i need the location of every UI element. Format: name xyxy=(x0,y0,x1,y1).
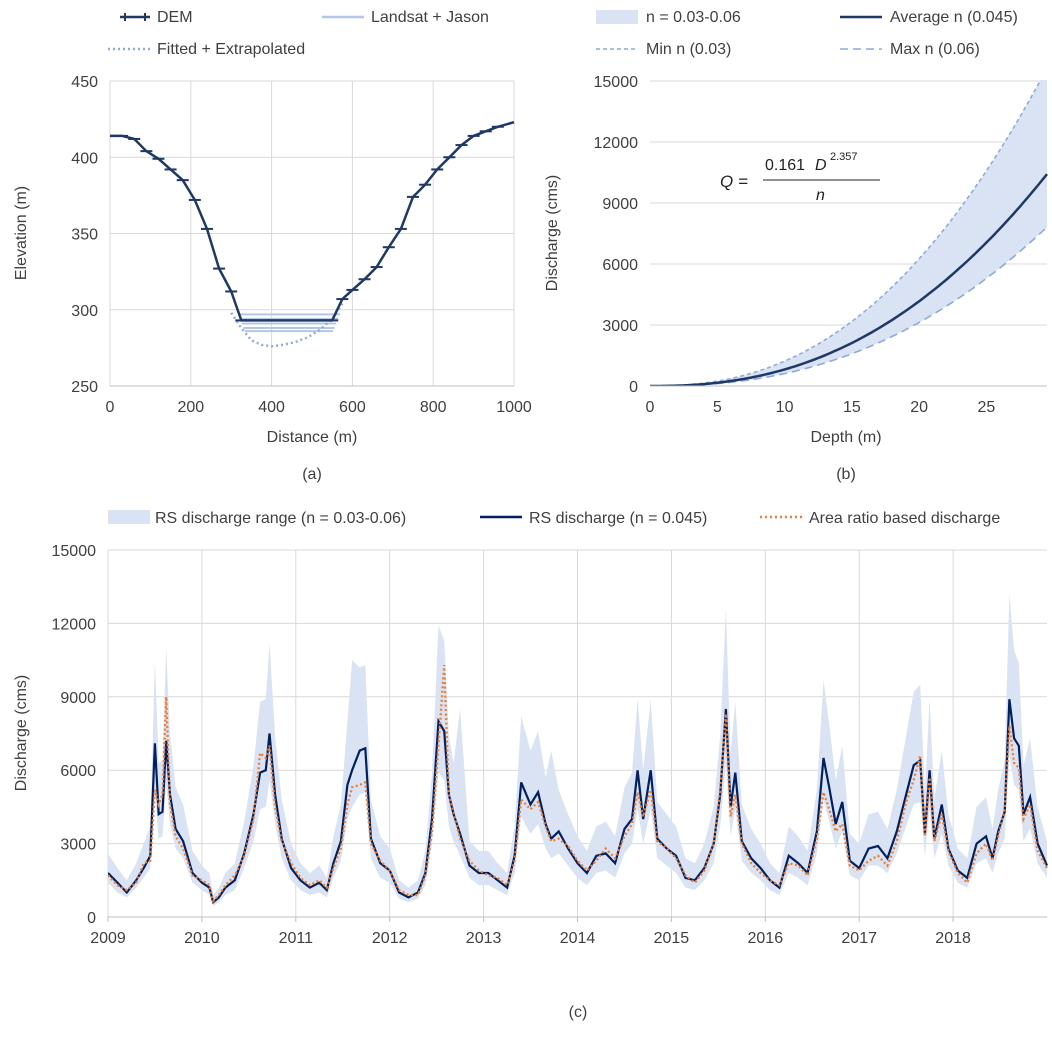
panel-a-x-axis-label: Distance (m) xyxy=(267,429,358,446)
panel-a-y-axis-label: Elevation (m) xyxy=(13,186,30,280)
x-tick-label: 2013 xyxy=(466,930,502,947)
y-tick-label: 15000 xyxy=(594,74,639,91)
series-dem xyxy=(110,120,515,322)
panel-b: 0 3000 6000 9000 12000 15000 0 5 10 15 20 25 Disch… xyxy=(544,74,1048,483)
y-tick-label: 3000 xyxy=(602,318,638,335)
y-tick-label: 0 xyxy=(629,379,638,396)
y-tick-label: 0 xyxy=(87,910,96,927)
panel-a: 250 300 350 400 450 0 200 400 600 800 1000 Elevat… xyxy=(13,74,532,483)
x-tick-label: 1000 xyxy=(496,399,532,416)
panel-b-x-tick-labels: 0 5 10 15 20 25 xyxy=(646,399,996,416)
panel-c-label: (c) xyxy=(569,1004,588,1021)
legend-a-landsat: Landsat + Jason xyxy=(322,9,489,26)
legend-c-range: RS discharge range (n = 0.03-0.06) xyxy=(108,510,406,527)
x-tick-label: 25 xyxy=(978,399,996,416)
legend-a: DEM Landsat + Jason Fitted + Extrapolate… xyxy=(108,9,489,58)
x-tick-label: 600 xyxy=(339,399,366,416)
x-tick-label: 0 xyxy=(106,399,115,416)
series-landsat-jason xyxy=(238,313,341,333)
y-tick-label: 12000 xyxy=(594,135,639,152)
x-tick-label: 2012 xyxy=(372,930,408,947)
panel-a-y-tick-labels: 250 300 350 400 450 xyxy=(71,74,98,396)
x-tick-label: 10 xyxy=(776,399,794,416)
panel-a-label: (a) xyxy=(302,466,322,483)
panel-b-x-axis-label: Depth (m) xyxy=(810,429,881,446)
series-dem-markers xyxy=(116,125,504,322)
legend-b: n = 0.03-0.06 Average n (0.045) Min n (0… xyxy=(596,9,1018,58)
legend-c-range-label: RS discharge range (n = 0.03-0.06) xyxy=(155,510,406,527)
equation-var: D xyxy=(815,157,827,174)
equation: Q = 0.161 D 2.357 n xyxy=(720,151,880,204)
y-tick-label: 9000 xyxy=(602,196,638,213)
legend-b-average: Average n (0.045) xyxy=(840,9,1018,26)
y-tick-label: 12000 xyxy=(52,616,97,633)
legend-a-fitted: Fitted + Extrapolated xyxy=(108,41,305,58)
equation-lhs: Q = xyxy=(720,172,748,191)
panel-c-x-tick-labels: 2009 2010 2011 2012 2013 2014 2015 2016 2017 2018 xyxy=(90,930,971,947)
y-tick-label: 9000 xyxy=(60,690,96,707)
legend-b-band: n = 0.03-0.06 xyxy=(596,9,741,26)
legend-b-max: Max n (0.06) xyxy=(840,41,980,58)
y-tick-label: 250 xyxy=(71,379,98,396)
x-tick-label: 2010 xyxy=(184,930,220,947)
x-tick-label: 2016 xyxy=(748,930,784,947)
panel-b-y-tick-labels: 0 3000 6000 9000 12000 15000 xyxy=(594,74,639,396)
panel-a-x-tick-labels: 0 200 400 600 800 1000 xyxy=(106,399,532,416)
y-tick-label: 300 xyxy=(71,303,98,320)
panel-c: 0 3000 6000 9000 12000 15000 2009 2010 2011 2012… xyxy=(13,543,1048,1021)
x-tick-label: 2017 xyxy=(841,930,877,947)
equation-exponent: 2.357 xyxy=(830,151,858,163)
x-tick-label: 200 xyxy=(177,399,204,416)
panel-b-label: (b) xyxy=(836,466,856,483)
legend-b-min: Min n (0.03) xyxy=(596,41,731,58)
panel-a-gridlines xyxy=(109,80,515,386)
legend-b-average-label: Average n (0.045) xyxy=(890,9,1018,26)
panel-c-y-tick-labels: 0 3000 6000 9000 12000 15000 xyxy=(52,543,97,927)
y-tick-label: 6000 xyxy=(60,763,96,780)
series-min-n xyxy=(650,80,1042,386)
legend-c-rs: RS discharge (n = 0.045) xyxy=(480,510,707,527)
x-tick-label: 15 xyxy=(843,399,861,416)
series-average-n xyxy=(650,173,1048,386)
x-tick-label: 2014 xyxy=(560,930,596,947)
legend-b-min-label: Min n (0.03) xyxy=(646,41,731,58)
equation-denominator: n xyxy=(816,187,825,204)
panel-c-y-axis-label: Discharge (cms) xyxy=(13,675,30,791)
equation-coef: 0.161 xyxy=(765,157,805,174)
legend-a-dem-label: DEM xyxy=(157,9,193,26)
legend-c-area-label: Area ratio based discharge xyxy=(809,510,1000,527)
legend-c: RS discharge range (n = 0.03-0.06) RS di… xyxy=(108,510,1000,527)
legend-a-fitted-label: Fitted + Extrapolated xyxy=(157,41,305,58)
x-tick-label: 20 xyxy=(910,399,928,416)
y-tick-label: 15000 xyxy=(52,543,97,560)
x-tick-label: 800 xyxy=(420,399,447,416)
y-tick-label: 400 xyxy=(71,150,98,167)
legend-a-dem: DEM xyxy=(120,9,193,26)
legend-a-landsat-label: Landsat + Jason xyxy=(371,9,489,26)
x-tick-label: 5 xyxy=(713,399,722,416)
x-tick-label: 2018 xyxy=(935,930,971,947)
y-tick-label: 350 xyxy=(71,227,98,244)
legend-c-area: Area ratio based discharge xyxy=(760,510,1000,527)
y-tick-label: 6000 xyxy=(602,257,638,274)
legend-b-max-label: Max n (0.06) xyxy=(890,41,980,58)
legend-b-band-label: n = 0.03-0.06 xyxy=(646,9,741,26)
y-tick-label: 450 xyxy=(71,74,98,91)
panel-b-y-axis-label: Discharge (cms) xyxy=(544,175,561,291)
x-tick-label: 2011 xyxy=(279,930,314,947)
legend-c-rs-label: RS discharge (n = 0.045) xyxy=(529,510,707,527)
x-tick-label: 400 xyxy=(258,399,285,416)
y-tick-label: 3000 xyxy=(60,837,96,854)
x-tick-label: 2015 xyxy=(654,930,690,947)
series-n-range-band xyxy=(650,80,1047,386)
x-tick-label: 2009 xyxy=(90,930,126,947)
x-tick-label: 0 xyxy=(646,399,655,416)
